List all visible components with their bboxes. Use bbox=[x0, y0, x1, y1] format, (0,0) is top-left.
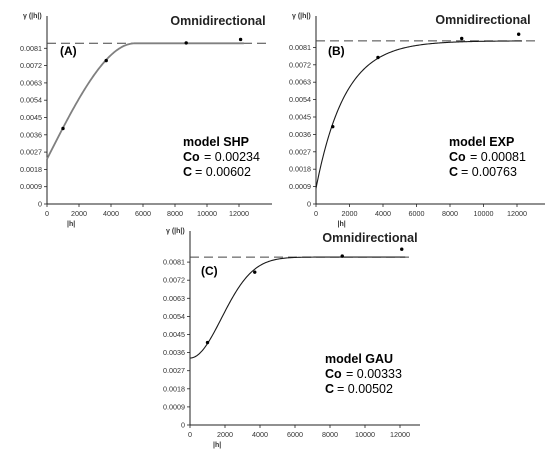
x-tick-label: 8000 bbox=[322, 430, 338, 439]
y-tick-label: 0.0054 bbox=[289, 95, 311, 104]
y-tick-label: 0.0054 bbox=[20, 96, 42, 105]
y-tick-label: 0.0081 bbox=[289, 43, 311, 52]
chart-panel-3: 0 0.0009 0.0018 0.0027 0.0036 0.0045 0.0054 0.0… bbox=[163, 228, 420, 449]
model-curve bbox=[46, 42, 244, 160]
model-c-label: C bbox=[325, 382, 334, 396]
model-co-label: Co bbox=[325, 367, 342, 381]
x-tick-label: 4000 bbox=[103, 209, 119, 218]
y-tick-label: 0.0036 bbox=[163, 348, 185, 357]
y-tick-label: 0.0045 bbox=[289, 113, 311, 122]
x-tick-label: 0 bbox=[314, 209, 318, 218]
x-axis-label: |h| bbox=[213, 442, 221, 449]
data-point bbox=[376, 55, 380, 60]
x-tick-label: 0 bbox=[188, 430, 192, 439]
y-tick-label: 0 bbox=[181, 421, 185, 430]
y-tick-label: 0.0036 bbox=[20, 130, 42, 139]
panel-label: (A) bbox=[60, 44, 77, 58]
model-name: model GAU bbox=[325, 352, 393, 366]
model-name: model EXP bbox=[449, 135, 514, 149]
data-point bbox=[61, 126, 65, 131]
data-point bbox=[238, 37, 243, 42]
y-tick-label: 0.0063 bbox=[20, 78, 42, 87]
model-co-value: = 0.00333 bbox=[346, 367, 402, 381]
data-point bbox=[104, 58, 108, 63]
model-curve bbox=[189, 256, 406, 359]
model-c-value: = 0.00763 bbox=[461, 165, 517, 179]
panel-label: (B) bbox=[328, 44, 345, 58]
x-tick-label: 0 bbox=[45, 209, 49, 218]
data-point bbox=[460, 36, 464, 41]
y-tick-label: 0.0036 bbox=[289, 130, 311, 139]
data-point bbox=[400, 247, 404, 251]
data-point bbox=[331, 124, 335, 129]
y-tick-label: 0.0072 bbox=[163, 276, 185, 285]
y-tick-label: 0.0027 bbox=[20, 148, 42, 157]
model-co-label: Co bbox=[449, 150, 466, 164]
x-tick-label: 10000 bbox=[355, 430, 375, 439]
x-tick-label: 12000 bbox=[229, 209, 249, 218]
data-point bbox=[340, 254, 344, 258]
chart-panel-2: 0 0.0009 0.0018 0.0027 0.0036 0.0045 0.0054 0.0… bbox=[289, 13, 545, 228]
y-tick-label: 0.0018 bbox=[20, 165, 42, 174]
data-point bbox=[205, 340, 210, 345]
x-tick-label: 6000 bbox=[409, 209, 425, 218]
y-tick-label: 0.0072 bbox=[289, 60, 311, 69]
data-point bbox=[184, 41, 188, 45]
chart-title: Omnidirectional bbox=[322, 231, 417, 245]
y-tick-label: 0.0009 bbox=[163, 402, 185, 411]
x-tick-label: 12000 bbox=[390, 430, 410, 439]
data-point bbox=[516, 32, 521, 36]
y-tick-label: 0.0045 bbox=[20, 113, 42, 122]
x-tick-label: 2000 bbox=[342, 209, 358, 218]
x-tick-label: 4000 bbox=[252, 430, 268, 439]
y-tick-label: 0.0081 bbox=[20, 44, 42, 53]
x-tick-label: 2000 bbox=[71, 209, 87, 218]
y-tick-label: 0.0045 bbox=[163, 330, 185, 339]
data-point bbox=[253, 270, 257, 274]
model-co-value: = 0.00234 bbox=[204, 150, 260, 164]
y-axis-label: γ (|h|) bbox=[23, 13, 42, 20]
model-co-value: = 0.00081 bbox=[470, 150, 526, 164]
x-tick-label: 10000 bbox=[197, 209, 217, 218]
y-axis-label: γ (|h|) bbox=[292, 13, 311, 20]
model-curve bbox=[315, 40, 523, 189]
x-tick-label: 2000 bbox=[217, 430, 233, 439]
x-tick-label: 4000 bbox=[375, 209, 391, 218]
x-tick-label: 8000 bbox=[167, 209, 183, 218]
model-c-label: C bbox=[449, 165, 458, 179]
x-axis-label: |h| bbox=[338, 221, 346, 228]
y-tick-label: 0.0018 bbox=[163, 384, 185, 393]
x-tick-label: 6000 bbox=[287, 430, 303, 439]
y-tick-label: 0 bbox=[38, 200, 42, 209]
model-name: model SHP bbox=[183, 135, 249, 149]
x-tick-label: 6000 bbox=[135, 209, 151, 218]
y-tick-label: 0.0027 bbox=[289, 147, 311, 156]
y-tick-label: 0.0054 bbox=[163, 312, 185, 321]
y-tick-label: 0.0027 bbox=[163, 366, 185, 375]
y-tick-label: 0.0063 bbox=[289, 78, 311, 87]
x-axis-label: |h| bbox=[67, 221, 75, 228]
x-tick-label: 10000 bbox=[474, 209, 494, 218]
chart-title: Omnidirectional bbox=[170, 14, 265, 28]
model-co-label: Co bbox=[183, 150, 200, 164]
y-tick-label: 0.0081 bbox=[163, 258, 185, 267]
chart-panel-1: 0 0.0009 0.0018 0.0027 0.0036 0.0045 0.0054 0.0… bbox=[20, 13, 272, 228]
model-c-label: C bbox=[183, 165, 192, 179]
y-axis-label: γ (|h|) bbox=[166, 228, 185, 235]
chart-title: Omnidirectional bbox=[435, 13, 530, 27]
model-c-value: = 0.00502 bbox=[337, 382, 393, 396]
model-c-value: = 0.00602 bbox=[195, 165, 251, 179]
y-tick-label: 0.0072 bbox=[20, 61, 42, 70]
y-tick-label: 0 bbox=[307, 200, 311, 209]
y-tick-label: 0.0009 bbox=[289, 182, 311, 191]
y-tick-label: 0.0009 bbox=[20, 182, 42, 191]
x-tick-label: 12000 bbox=[507, 209, 527, 218]
y-tick-label: 0.0018 bbox=[289, 165, 311, 174]
panel-label: (C) bbox=[201, 264, 218, 278]
x-tick-label: 8000 bbox=[442, 209, 458, 218]
y-tick-label: 0.0063 bbox=[163, 294, 185, 303]
